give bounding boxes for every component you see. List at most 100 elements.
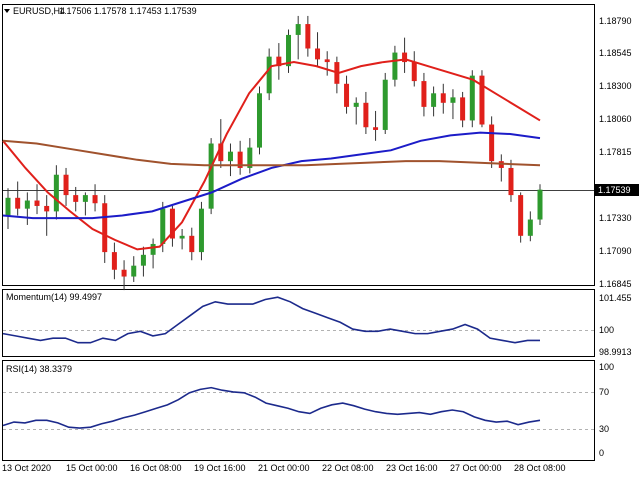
bear-candle xyxy=(363,102,369,128)
price-tick: 1.16845 xyxy=(599,279,632,289)
bear-candle xyxy=(489,124,495,162)
bear-candle xyxy=(189,235,195,253)
bull-candle xyxy=(247,147,253,168)
bear-candle xyxy=(44,205,50,212)
blue-moving-average-line xyxy=(2,131,541,220)
bear-candle xyxy=(421,81,427,107)
price-tick: 1.18300 xyxy=(599,81,632,91)
rsi-line xyxy=(2,386,541,429)
price-tick: 1.18545 xyxy=(599,48,632,58)
dropdown-triangle-icon[interactable] xyxy=(4,9,10,13)
bull-candle xyxy=(469,75,475,121)
bear-candle xyxy=(15,197,21,209)
bear-candle xyxy=(63,174,69,196)
price-tick: 1.17090 xyxy=(599,246,632,256)
bear-candle xyxy=(508,167,514,196)
bull-candle xyxy=(450,97,456,103)
bull-candle xyxy=(150,243,156,255)
rsi-tick: 70 xyxy=(599,387,609,397)
rsi-tick: 100 xyxy=(599,362,614,372)
bear-candle xyxy=(305,24,311,49)
bull-candle xyxy=(392,52,398,80)
rsi-tick: 0 xyxy=(599,448,604,458)
time-axis: 13 Oct 2020 15 Oct 00:00 16 Oct 08:00 19… xyxy=(2,463,566,473)
bull-candle xyxy=(5,197,11,216)
momentum-line xyxy=(2,296,540,344)
bear-candle xyxy=(102,203,108,253)
bull-candle xyxy=(140,254,146,266)
bear-candle xyxy=(276,56,282,67)
rsi-title: RSI(14) 38.3379 xyxy=(6,364,72,374)
time-tick: 16 Oct 08:00 xyxy=(130,463,182,473)
bear-candle xyxy=(218,143,224,162)
rsi-panel[interactable] xyxy=(2,360,595,461)
momentum-panel[interactable] xyxy=(2,289,595,357)
bear-candle xyxy=(373,127,379,130)
bull-candle xyxy=(82,195,88,202)
bull-candle xyxy=(286,34,292,67)
rsi-tick: 30 xyxy=(599,424,609,434)
time-tick: 22 Oct 08:00 xyxy=(322,463,374,473)
bull-candle xyxy=(24,200,30,209)
time-tick: 21 Oct 00:00 xyxy=(258,463,310,473)
bull-candle xyxy=(537,189,543,220)
time-tick: 23 Oct 16:00 xyxy=(386,463,438,473)
rsi-line-layer xyxy=(2,386,541,429)
bear-candle xyxy=(73,195,79,202)
price-tick: 1.17330 xyxy=(599,213,632,223)
bear-candle xyxy=(315,48,321,60)
time-tick: 27 Oct 00:00 xyxy=(450,463,502,473)
bull-candle xyxy=(353,102,359,107)
bear-candle xyxy=(460,97,466,121)
price-tick: 1.17815 xyxy=(599,147,632,157)
bear-candle xyxy=(324,59,330,63)
time-tick: 19 Oct 16:00 xyxy=(194,463,246,473)
bear-candle xyxy=(34,200,40,206)
bear-candle xyxy=(169,208,175,239)
bull-candle xyxy=(131,265,137,277)
current-price-label: 1.17539 xyxy=(598,185,631,195)
bear-candle xyxy=(344,83,350,107)
bear-candle xyxy=(518,195,524,236)
bull-candle xyxy=(256,93,262,148)
momentum-title: Momentum(14) 99.4997 xyxy=(6,292,102,302)
time-tick: 15 Oct 00:00 xyxy=(66,463,118,473)
bear-candle xyxy=(440,93,446,103)
bull-candle xyxy=(208,143,214,209)
bull-candle xyxy=(295,24,301,35)
bull-candle xyxy=(527,219,533,236)
bear-candle xyxy=(92,195,98,204)
candles-layer xyxy=(5,15,543,291)
price-tick: 1.18790 xyxy=(599,16,632,26)
bull-candle xyxy=(53,174,59,212)
moving-averages-layer xyxy=(2,58,541,251)
current-price-badge xyxy=(595,184,639,196)
bear-candle xyxy=(237,151,243,168)
bear-candle xyxy=(479,75,485,125)
red-moving-average-line xyxy=(2,58,541,251)
ohlc-readout: 1.17506 1.17578 1.17453 1.17539 xyxy=(59,6,197,16)
bull-candle xyxy=(179,235,185,239)
bear-candle xyxy=(402,52,408,63)
momentum-tick: 100 xyxy=(599,325,614,335)
bull-candle xyxy=(382,79,388,130)
bull-candle xyxy=(160,208,166,244)
brown-moving-average-line xyxy=(2,139,541,167)
bull-candle xyxy=(198,208,204,253)
bull-candle xyxy=(266,56,272,94)
symbol-label: EURUSD,H4 xyxy=(13,6,65,16)
momentum-tick: 101.455 xyxy=(599,293,632,303)
bear-candle xyxy=(411,62,417,82)
price-tick: 1.18060 xyxy=(599,114,632,124)
price-axis: 1.18790 1.18545 1.18300 1.18060 1.17815 … xyxy=(599,16,632,289)
bear-candle xyxy=(121,269,127,277)
bear-candle xyxy=(111,252,117,270)
momentum-line-layer xyxy=(2,296,540,344)
momentum-tick: 98.9913 xyxy=(599,347,632,357)
time-tick: 13 Oct 2020 xyxy=(2,463,51,473)
bull-candle xyxy=(431,93,437,107)
time-tick: 28 Oct 08:00 xyxy=(514,463,566,473)
bull-candle xyxy=(227,151,233,162)
price-panel[interactable] xyxy=(2,4,595,286)
